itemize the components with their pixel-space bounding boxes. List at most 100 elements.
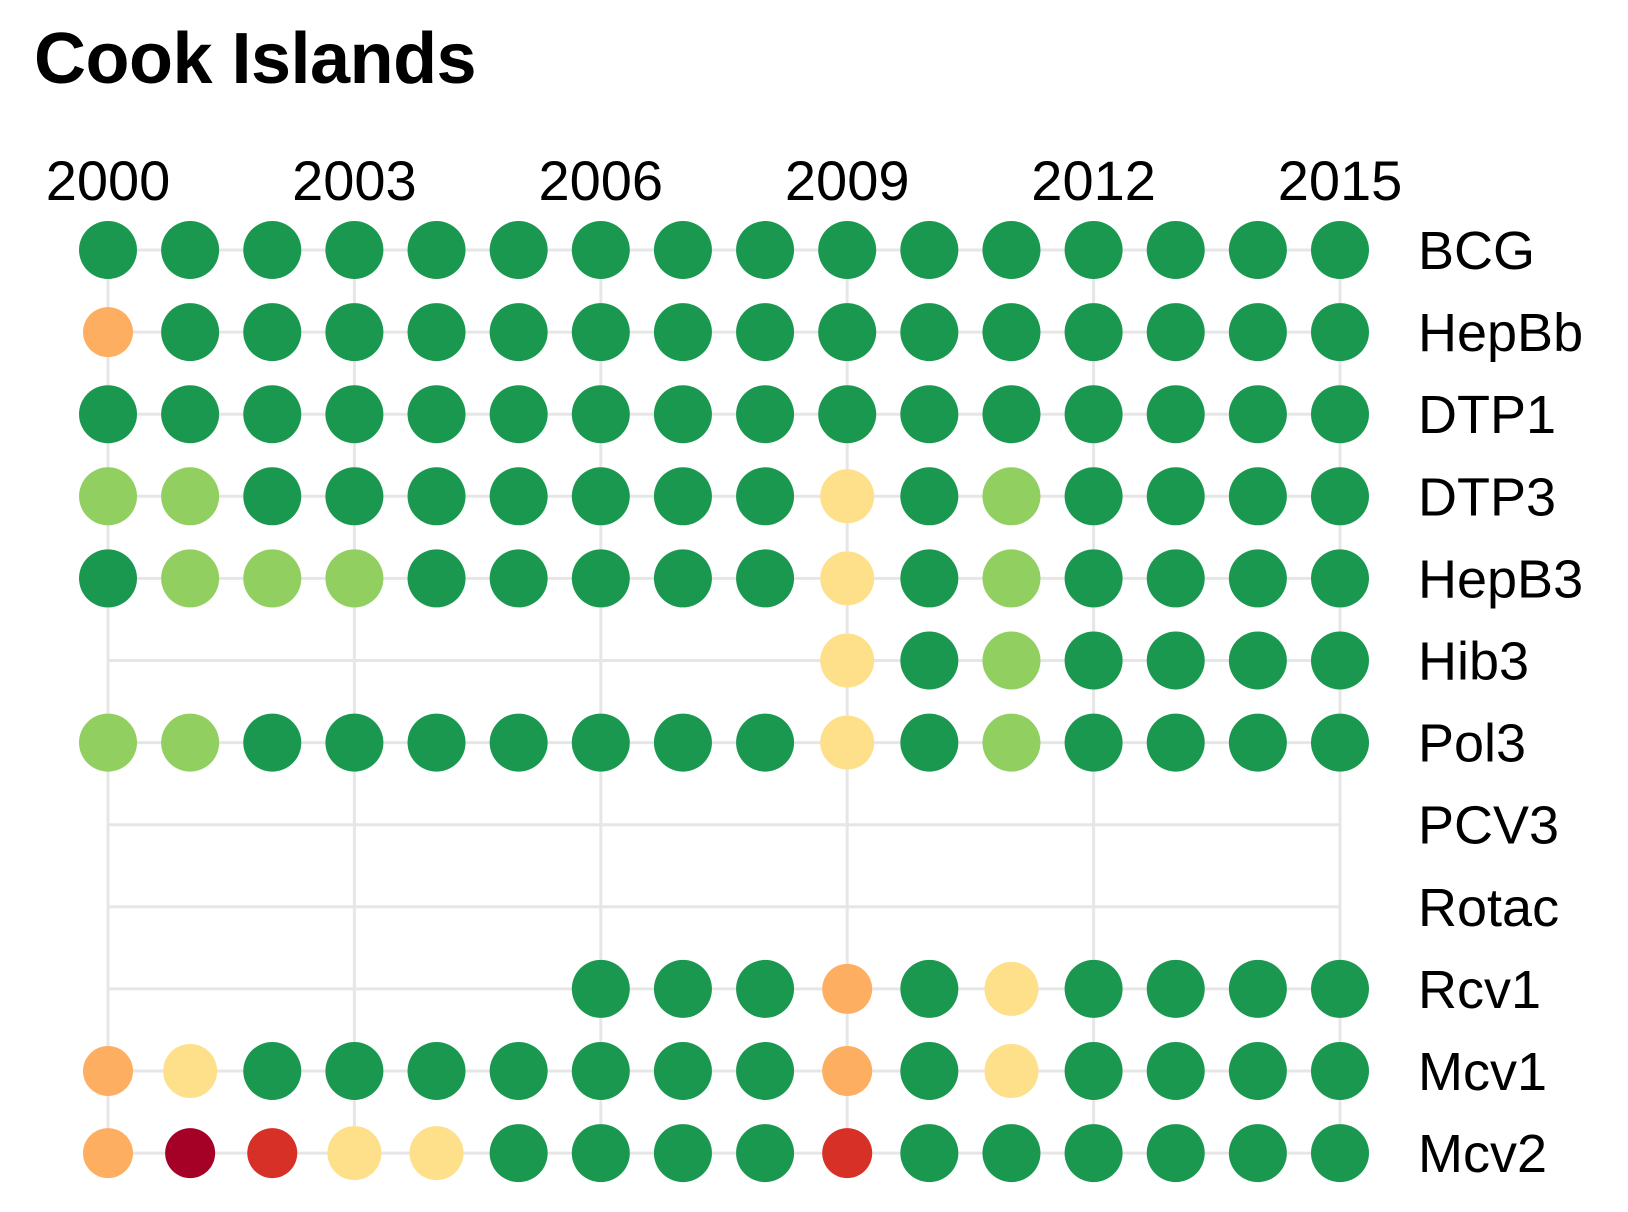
coverage-dot-mcv1-2008 (736, 1042, 795, 1100)
coverage-dot-hib3-2011 (982, 631, 1041, 690)
vaccine-label-rotac: Rotac (1418, 878, 1559, 938)
coverage-dot-mcv2-2007 (653, 1124, 712, 1183)
x-tick-label: 2009 (785, 149, 910, 212)
coverage-dot-mcv2-2011 (982, 1124, 1041, 1183)
coverage-dot-mcv2-2013 (1146, 1124, 1205, 1183)
vaccine-labels: BCG HepBb DTP1 DTP3 HepB3 Hib3 Pol3 PCV3 Rotac Rc… (1418, 221, 1583, 1184)
coverage-dot-dtp3-2000 (79, 467, 137, 526)
x-axis-tick-labels: 2000 2003 2006 2009 2012 2015 (46, 149, 1403, 212)
coverage-dot-dtp1-2005 (489, 385, 548, 444)
x-tick-label: 2003 (292, 149, 417, 212)
coverage-dot-hepb3-2011 (982, 549, 1041, 608)
coverage-dot-rcv1-2011 (984, 961, 1039, 1016)
coverage-dot-dtp3-2012 (1064, 467, 1123, 526)
vaccine-label-mcv1: Mcv1 (1418, 1042, 1547, 1102)
coverage-dot-pol3-2002 (243, 713, 302, 772)
coverage-dot-dtp3-2014 (1228, 467, 1287, 526)
coverage-dot-mcv1-2010 (900, 1042, 959, 1100)
coverage-dot-mcv1-2000 (83, 1046, 133, 1096)
coverage-dot-hepbb-2004 (407, 303, 466, 362)
coverage-dot-hepb3-2014 (1228, 549, 1287, 608)
coverage-dot-mcv1-2001 (163, 1044, 218, 1098)
coverage-dot-rcv1-2012 (1064, 959, 1123, 1018)
coverage-dot-hepbb-2013 (1146, 303, 1205, 362)
coverage-dot-hepb3-2009 (820, 551, 875, 606)
coverage-dot-dtp1-2003 (325, 385, 384, 444)
coverage-dot-hepbb-2003 (325, 303, 384, 362)
coverage-dot-mcv2-2008 (736, 1124, 795, 1183)
coverage-dot-pol3-2003 (325, 713, 384, 772)
coverage-dot-bcg-2011 (982, 221, 1041, 279)
coverage-dot-rcv1-2008 (736, 959, 795, 1018)
coverage-dot-hepb3-2013 (1146, 549, 1205, 608)
coverage-dot-mcv2-2015 (1311, 1124, 1369, 1183)
coverage-dot-bcg-2010 (900, 221, 959, 279)
coverage-dot-hib3-2012 (1064, 631, 1123, 690)
coverage-dot-pol3-2001 (161, 713, 220, 772)
coverage-dot-dtp1-2008 (736, 385, 795, 444)
coverage-dot-hepbb-2012 (1064, 303, 1123, 362)
coverage-dot-dtp3-2005 (489, 467, 548, 526)
coverage-dot-mcv1-2009 (822, 1046, 873, 1096)
coverage-dot-mcv1-2002 (243, 1042, 302, 1100)
coverage-dot-hepbb-2005 (489, 303, 548, 362)
coverage-dots (79, 221, 1369, 1183)
coverage-dot-bcg-2005 (489, 221, 548, 279)
coverage-dot-pol3-2007 (653, 713, 712, 772)
coverage-dot-bcg-2013 (1146, 221, 1205, 279)
coverage-dot-hepbb-2011 (982, 303, 1041, 362)
coverage-dot-dtp1-2012 (1064, 385, 1123, 444)
coverage-dot-pol3-2014 (1228, 713, 1287, 772)
coverage-dot-pol3-2006 (571, 713, 630, 772)
coverage-dot-dtp3-2015 (1311, 467, 1369, 526)
vaccine-label-dtp3: DTP3 (1418, 467, 1556, 527)
coverage-dot-hepbb-2007 (653, 303, 712, 362)
coverage-dot-mcv2-2001 (165, 1128, 216, 1179)
coverage-dot-pol3-2004 (407, 713, 466, 772)
coverage-dot-bcg-2004 (407, 221, 466, 279)
chart-title: Cook Islands (34, 19, 477, 99)
coverage-dot-mcv2-2006 (571, 1124, 630, 1183)
coverage-dot-bcg-2000 (79, 221, 137, 279)
coverage-dot-mcv1-2004 (407, 1042, 466, 1100)
coverage-dot-mcv1-2015 (1311, 1042, 1369, 1100)
vaccine-label-hib3: Hib3 (1418, 632, 1529, 692)
coverage-dot-pol3-2005 (489, 713, 548, 772)
coverage-dot-pol3-2008 (736, 713, 795, 772)
coverage-dot-hepbb-2010 (900, 303, 959, 362)
coverage-dot-bcg-2009 (818, 221, 877, 279)
coverage-dot-hepb3-2005 (489, 549, 548, 608)
coverage-dot-dtp3-2011 (982, 467, 1041, 526)
coverage-dot-pol3-2000 (79, 713, 137, 772)
coverage-dot-mcv2-2002 (247, 1128, 298, 1179)
vaccine-label-pcv3: PCV3 (1418, 796, 1559, 856)
coverage-dot-mcv1-2005 (489, 1042, 548, 1100)
coverage-dot-hepb3-2010 (900, 549, 959, 608)
coverage-dot-mcv2-2005 (489, 1124, 548, 1183)
vaccine-label-rcv1: Rcv1 (1418, 960, 1541, 1020)
coverage-dot-mcv1-2003 (325, 1042, 384, 1100)
coverage-dot-hepb3-2001 (161, 549, 220, 608)
x-tick-label: 2015 (1278, 149, 1403, 212)
vaccine-label-bcg: BCG (1418, 221, 1535, 281)
coverage-dot-hepb3-2007 (653, 549, 712, 608)
coverage-dot-mcv1-2014 (1228, 1042, 1287, 1100)
coverage-dot-bcg-2008 (736, 221, 795, 279)
coverage-dot-dtp1-2006 (571, 385, 630, 444)
coverage-dot-mcv1-2013 (1146, 1042, 1205, 1100)
coverage-dot-pol3-2010 (900, 713, 959, 772)
coverage-dot-rcv1-2013 (1146, 959, 1205, 1018)
vaccine-label-hepb3: HepB3 (1418, 549, 1583, 609)
coverage-dot-hepb3-2008 (736, 549, 795, 608)
coverage-dot-dtp1-2010 (900, 385, 959, 444)
coverage-dot-dtp1-2007 (653, 385, 712, 444)
coverage-dot-pol3-2015 (1311, 713, 1369, 772)
vaccine-label-pol3: Pol3 (1418, 714, 1526, 774)
coverage-dot-hepb3-2004 (407, 549, 466, 608)
coverage-dot-mcv2-2000 (83, 1128, 133, 1179)
coverage-dot-dtp1-2014 (1228, 385, 1287, 444)
x-tick-label: 2000 (46, 149, 171, 212)
coverage-dot-hepbb-2006 (571, 303, 630, 362)
coverage-dot-mcv2-2010 (900, 1124, 959, 1183)
coverage-dot-hepbb-2008 (736, 303, 795, 362)
